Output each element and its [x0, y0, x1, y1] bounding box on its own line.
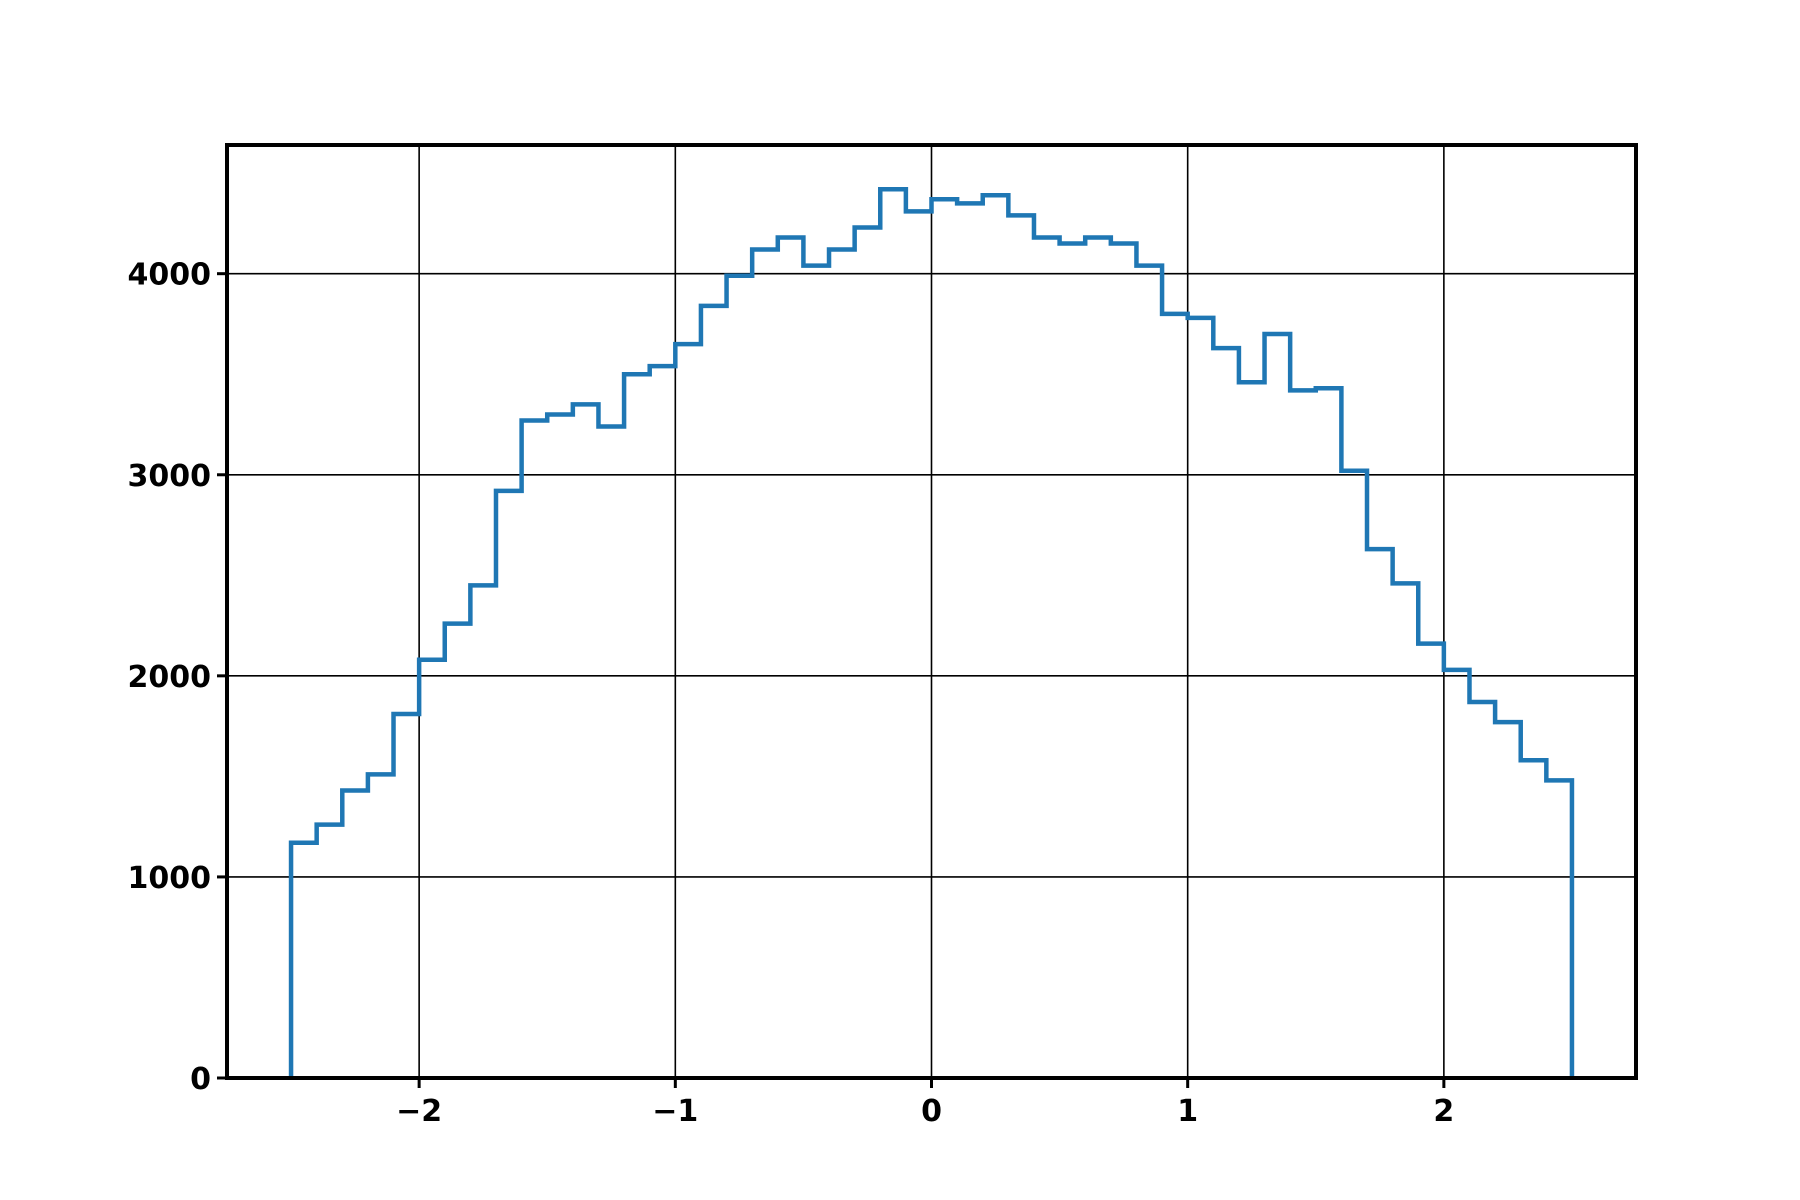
- y-tick-label: 4000: [128, 258, 212, 293]
- x-tick-label: −2: [396, 1094, 442, 1129]
- x-tick-label: 1: [1177, 1094, 1198, 1129]
- axis-ticks: −2 −1 0 1 2 0 1000 2000 3000 4000: [128, 258, 1455, 1129]
- y-tick-label: 1000: [128, 861, 212, 896]
- x-tick-label: −1: [652, 1094, 698, 1129]
- histogram-step-line: [288, 186, 1575, 1078]
- y-tick-label: 0: [190, 1062, 211, 1097]
- histogram-series: [288, 186, 1575, 1078]
- grid: [227, 145, 1636, 1078]
- y-tick-label: 2000: [128, 660, 212, 695]
- y-tick-label: 3000: [128, 459, 212, 494]
- x-tick-label: 2: [1433, 1094, 1454, 1129]
- x-tick-label: 0: [921, 1094, 942, 1129]
